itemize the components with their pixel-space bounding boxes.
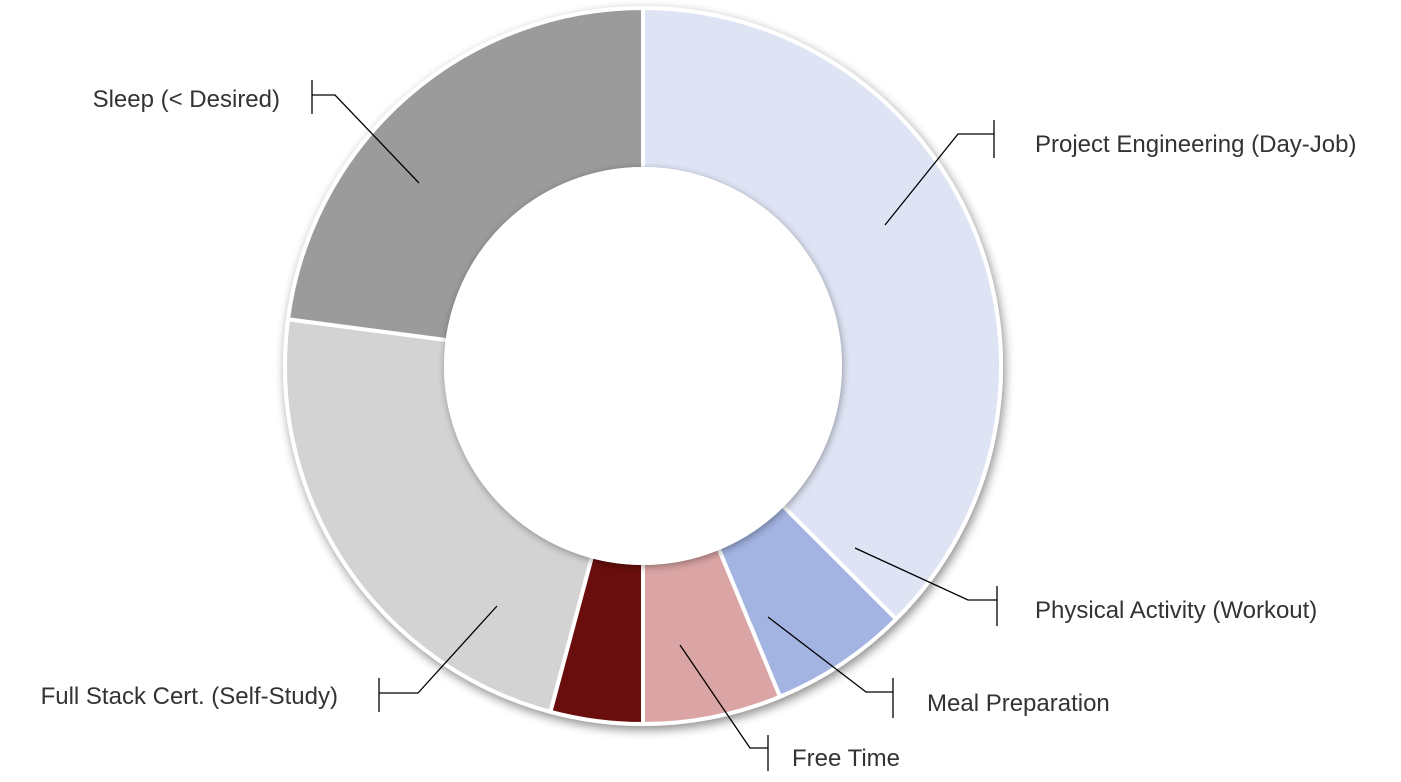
donut-hole xyxy=(444,167,842,565)
donut-ring xyxy=(283,6,1003,726)
slice-label: Physical Activity (Workout) xyxy=(1035,597,1317,624)
slice-label: Meal Preparation xyxy=(927,690,1110,717)
leader-line xyxy=(679,644,768,749)
leader-line xyxy=(312,94,420,184)
slice-label: Project Engineering (Day-Job) xyxy=(1035,131,1356,158)
slice-label: Free Time xyxy=(792,745,900,772)
leader-lines xyxy=(311,80,998,771)
slice-label: Sleep (< Desired) xyxy=(93,86,280,113)
leader-line xyxy=(884,133,994,226)
slice-label: Full Stack Cert. (Self-Study) xyxy=(41,683,338,710)
leader-line xyxy=(379,605,498,694)
leader-line xyxy=(767,616,893,693)
slice-labels: Project Engineering (Day-Job) Physical Ac… xyxy=(41,86,1357,772)
leader-line xyxy=(854,547,997,601)
